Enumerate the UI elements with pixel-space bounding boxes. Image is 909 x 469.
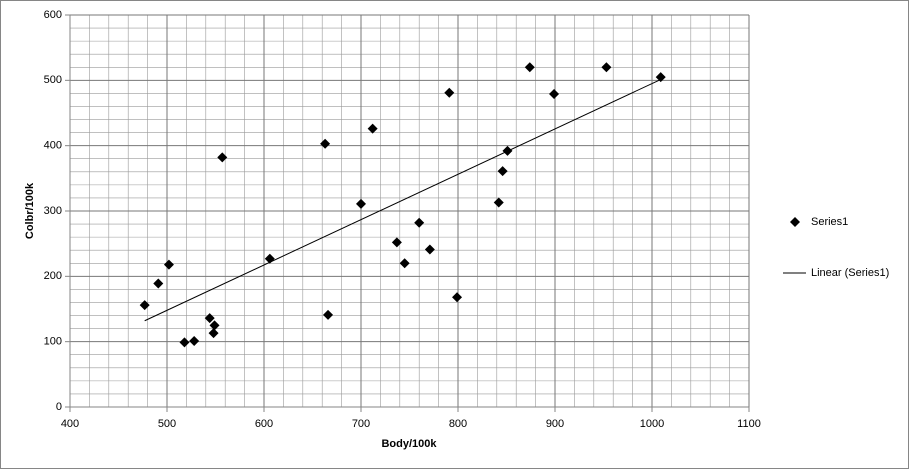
- data-point: [452, 292, 463, 303]
- data-point: [367, 123, 378, 134]
- data-point: [493, 197, 504, 208]
- data-point: [153, 278, 164, 289]
- y-axis-title: Colbr/100k: [24, 182, 36, 239]
- data-point: [209, 320, 220, 331]
- data-point: [204, 313, 215, 324]
- data-point: [549, 89, 560, 100]
- x-tick-label: 1000: [640, 418, 664, 430]
- data-point: [139, 300, 150, 311]
- data-point: [391, 237, 402, 248]
- data-point: [444, 87, 455, 98]
- data-point: [601, 62, 612, 73]
- y-tick-label: 500: [44, 74, 62, 86]
- x-tick-label: 700: [352, 418, 370, 430]
- data-point: [163, 259, 174, 270]
- data-point: [414, 217, 425, 228]
- y-tick-label: 200: [44, 270, 62, 282]
- x-tick-label: 900: [546, 418, 564, 430]
- y-tick-label: 400: [44, 140, 62, 152]
- data-point: [524, 62, 535, 73]
- data-point: [208, 328, 219, 339]
- legend-marker: [790, 217, 800, 227]
- y-tick-label: 300: [44, 205, 62, 217]
- y-tick-label: 0: [56, 401, 62, 413]
- data-point: [399, 258, 410, 269]
- data-point: [655, 72, 666, 83]
- y-tick-label: 600: [44, 9, 62, 21]
- data-point: [217, 152, 228, 163]
- data-point: [179, 337, 190, 348]
- data-point: [424, 244, 435, 255]
- data-point: [497, 166, 508, 177]
- y-tick-label: 100: [44, 336, 62, 348]
- x-tick-label: 800: [449, 418, 467, 430]
- legend-label: Series1: [811, 216, 848, 228]
- data-point: [320, 138, 331, 149]
- data-point: [189, 336, 200, 347]
- x-tick-label: 500: [158, 418, 176, 430]
- data-point: [323, 309, 334, 320]
- x-tick-label: 600: [255, 418, 273, 430]
- x-tick-label: 1100: [737, 418, 761, 430]
- data-point: [356, 198, 366, 209]
- trend-line: [144, 78, 662, 322]
- x-tick-label: 400: [61, 418, 79, 430]
- legend-label: Linear (Series1): [811, 267, 889, 279]
- x-axis-title: Body/100k: [381, 438, 437, 450]
